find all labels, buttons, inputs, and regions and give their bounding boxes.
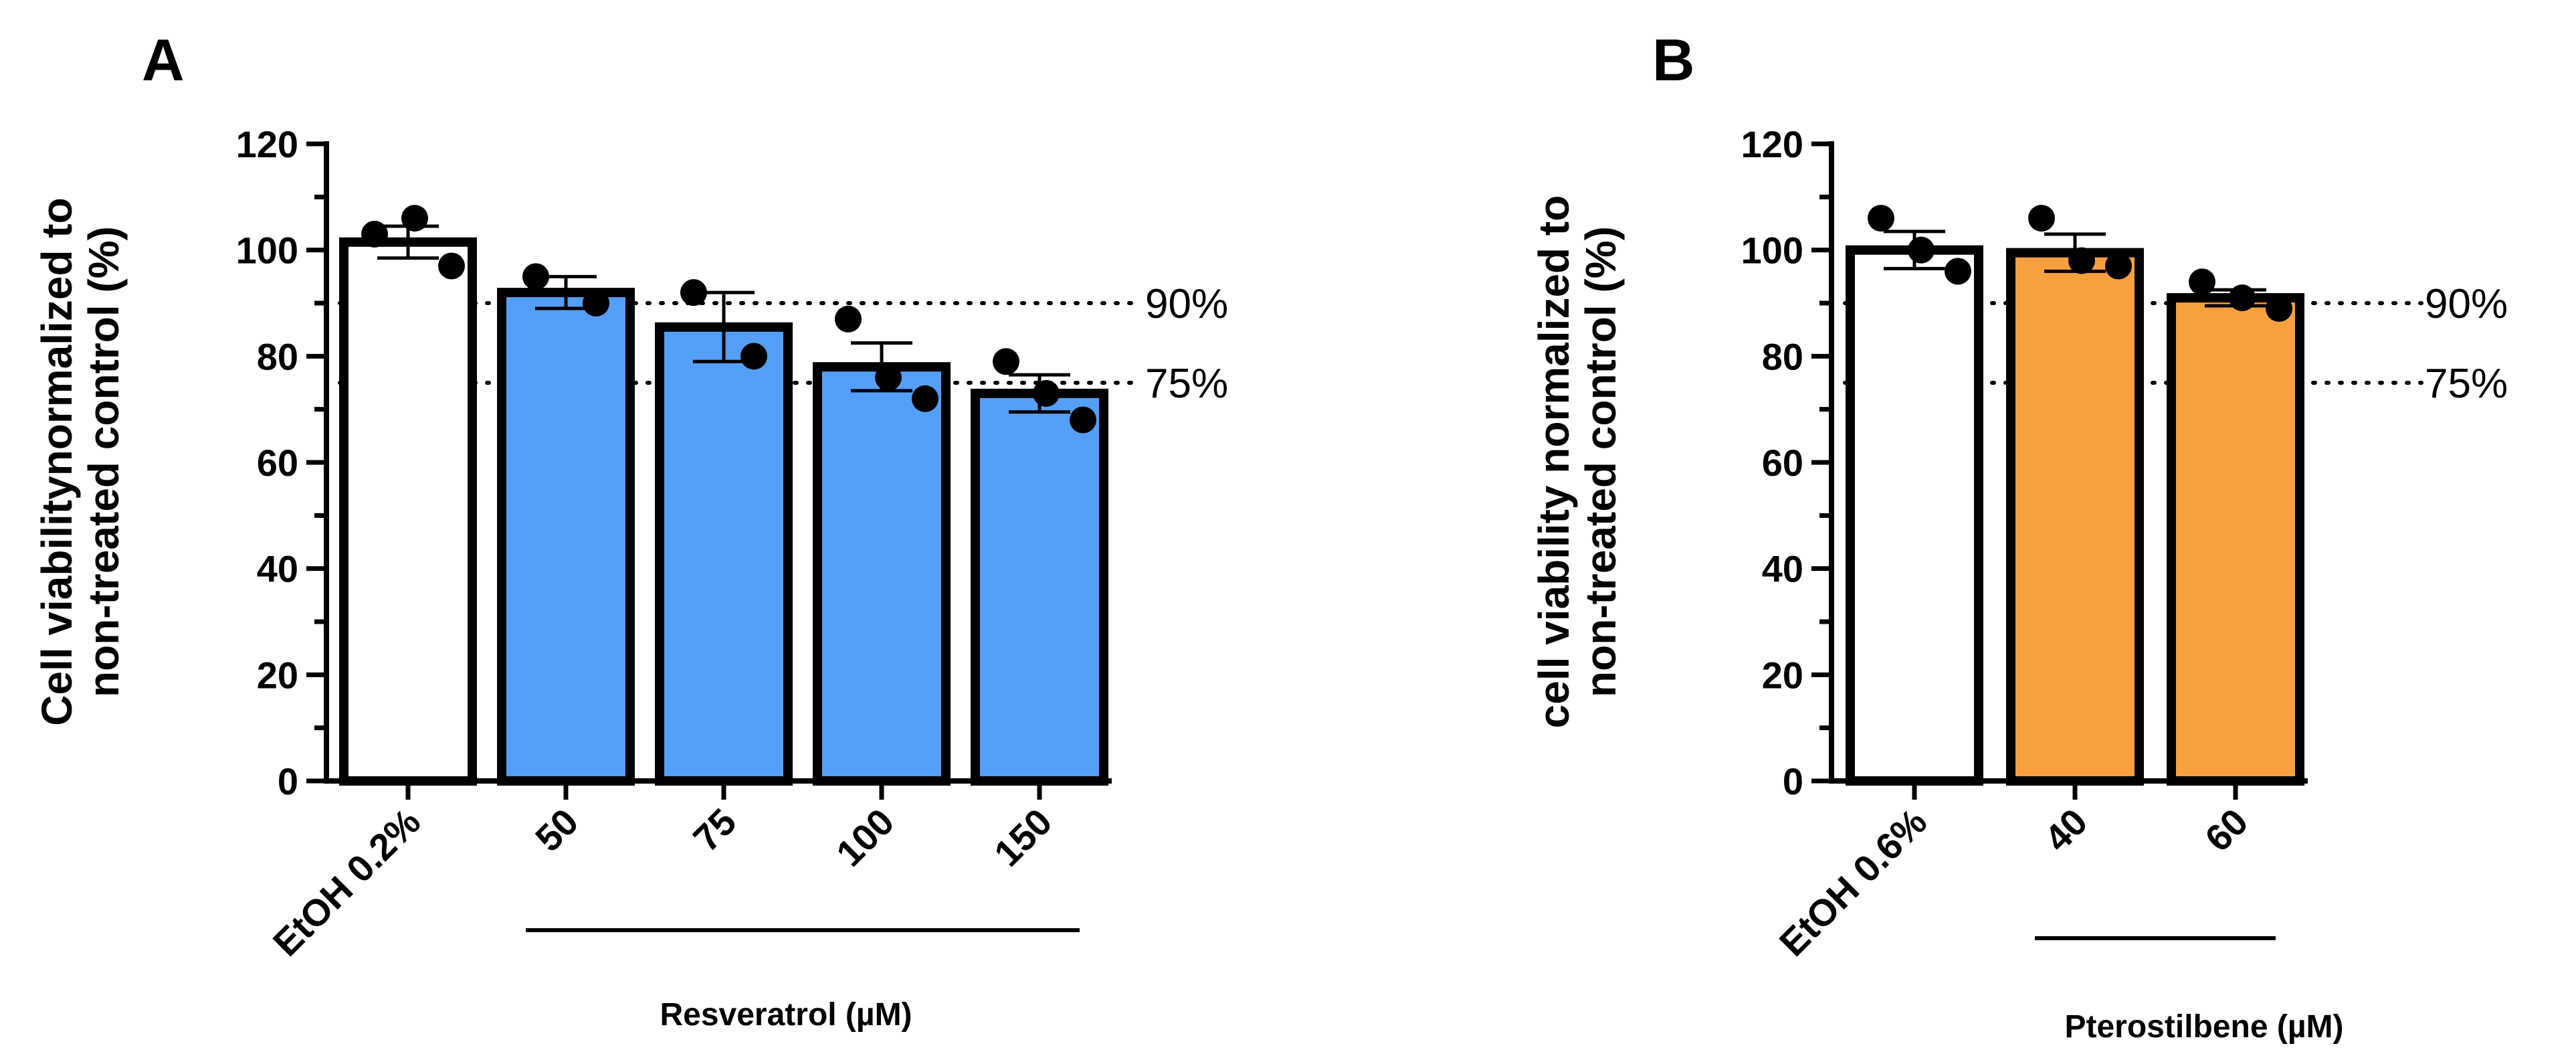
x-tick-label: 60 — [2197, 800, 2256, 860]
data-point — [2068, 247, 2095, 274]
reference-line-label: 75% — [2425, 361, 2508, 407]
data-point — [1945, 258, 1971, 285]
y-tick-label: 20 — [257, 654, 298, 696]
y-tick-label: 60 — [1762, 442, 1803, 484]
data-point — [2189, 268, 2215, 296]
y-tick-label: 100 — [1741, 230, 1803, 272]
bar — [2167, 293, 2304, 786]
x-tick-label: EtOH 0.6% — [1771, 800, 1935, 964]
y-tick-label: 0 — [1783, 760, 1803, 802]
y-tick-label: 20 — [1762, 654, 1803, 696]
data-point — [2229, 284, 2256, 312]
y-tick-label: 60 — [257, 442, 298, 484]
data-point — [2105, 252, 2132, 280]
data-point — [875, 364, 902, 391]
y-axis-label: cell viability normalized to — [1530, 195, 1578, 729]
y-tick-label: 40 — [257, 548, 298, 590]
data-point — [522, 263, 549, 290]
x-tick-label: EtOH 0.2% — [265, 800, 429, 964]
y-tick-label: 120 — [236, 123, 298, 165]
y-axis-label: non-treated control (%) — [1577, 226, 1625, 697]
bar — [813, 362, 951, 786]
x-tick-label: 75 — [685, 800, 745, 860]
reference-line-label: 90% — [1145, 281, 1228, 327]
data-point — [680, 279, 707, 306]
data-point — [1070, 406, 1096, 434]
data-point — [2266, 294, 2292, 322]
data-point — [1033, 379, 1060, 407]
y-axis-label: non-treated control (%) — [80, 226, 128, 697]
data-point — [361, 220, 388, 248]
data-point — [583, 290, 609, 317]
y-tick-label: 120 — [1741, 123, 1803, 165]
x-tick-label: 50 — [527, 800, 587, 860]
bar — [497, 288, 635, 786]
x-tick-label: 100 — [828, 800, 902, 875]
x-tick-label: 150 — [986, 800, 1060, 875]
y-tick-label: 80 — [1762, 335, 1803, 377]
panel-letter: B — [1652, 27, 1695, 93]
data-point — [1868, 205, 1894, 232]
data-point — [912, 385, 938, 412]
data-point — [401, 205, 428, 232]
bar — [655, 322, 793, 786]
reference-line-label: 75% — [1145, 361, 1228, 407]
data-point — [993, 348, 1019, 375]
panel-a: A Cell viabilitynormalized tonon-treated … — [33, 27, 1228, 1033]
x-axis-label: Pterostilbene (µM) — [2064, 1009, 2343, 1045]
data-point — [2028, 205, 2055, 232]
data-point — [740, 343, 767, 370]
data-point — [438, 252, 465, 280]
y-tick-label: 100 — [236, 230, 298, 272]
bar — [1846, 245, 1983, 786]
y-tick-label: 40 — [1762, 548, 1803, 590]
y-tick-label: 0 — [278, 760, 298, 802]
bar — [339, 237, 477, 786]
panel-letter: A — [142, 27, 185, 93]
data-point — [835, 305, 862, 333]
data-point — [1908, 236, 1935, 264]
y-tick-label: 80 — [257, 335, 298, 377]
x-axis-label: Resveratrol (µM) — [660, 997, 912, 1033]
y-axis-label: Cell viabilitynormalized to — [33, 197, 81, 726]
x-tick-label: 40 — [2036, 800, 2096, 860]
bar — [971, 388, 1108, 786]
bar — [2006, 248, 2144, 786]
reference-line-label: 90% — [2425, 281, 2508, 327]
